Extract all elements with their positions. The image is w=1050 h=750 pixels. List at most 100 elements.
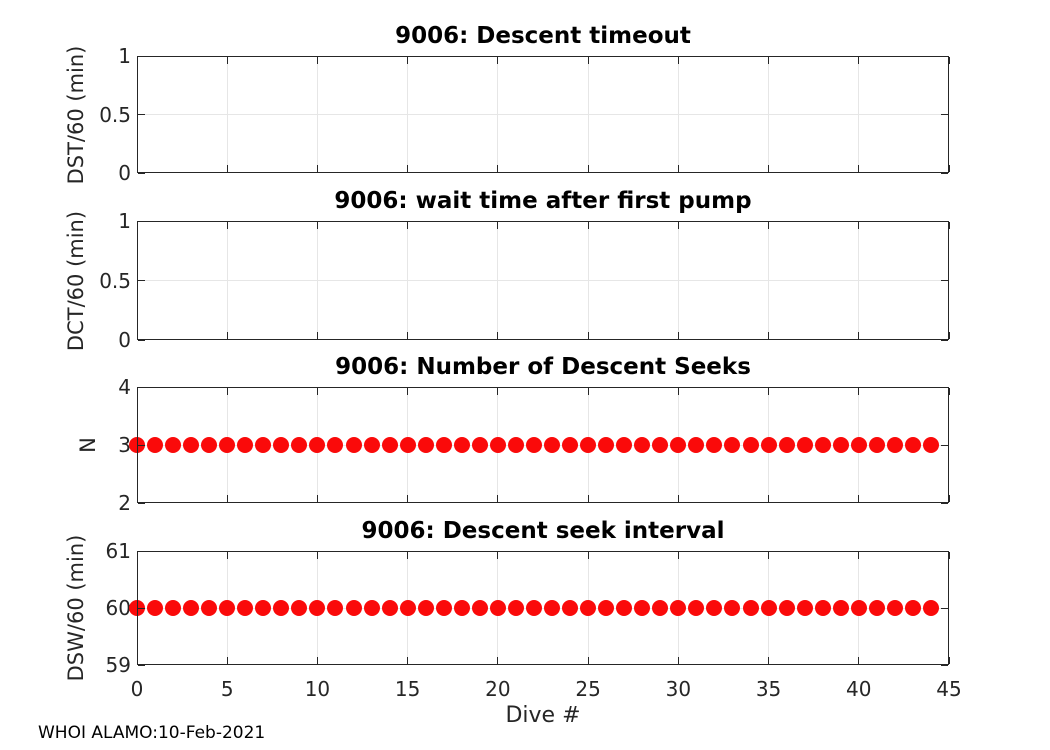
y-tick-label: 1 xyxy=(118,44,131,68)
x-tick-mark-bottom xyxy=(948,332,950,339)
x-tick-mark-top xyxy=(768,552,770,559)
y-tick-mark-left xyxy=(138,550,145,552)
y-tick-label: 0 xyxy=(118,328,131,352)
data-point xyxy=(886,437,903,453)
data-point xyxy=(598,437,615,453)
data-point xyxy=(273,600,290,616)
y-tick-mark-right xyxy=(941,607,948,609)
x-tick-mark-bottom xyxy=(768,332,770,339)
x-tick-mark-top xyxy=(497,388,499,395)
x-tick-mark-top xyxy=(677,552,679,559)
x-tick-mark-bottom xyxy=(587,165,589,172)
x-tick-mark-top xyxy=(497,222,499,229)
grid-line-horizontal xyxy=(138,444,948,446)
y-tick-label: 0 xyxy=(118,161,131,185)
axes-box xyxy=(137,221,949,340)
data-point xyxy=(652,600,669,616)
x-tick-mark-bottom xyxy=(768,165,770,172)
x-tick-mark-top xyxy=(226,552,228,559)
grid-line-horizontal xyxy=(138,114,948,115)
y-tick-mark-right xyxy=(941,444,948,446)
y-tick-label: 60 xyxy=(105,596,131,620)
data-point xyxy=(309,600,326,616)
x-tick-mark-bottom xyxy=(407,165,409,172)
x-tick-mark-top xyxy=(316,222,318,229)
y-tick-mark-left xyxy=(138,664,145,666)
x-tick-mark-top xyxy=(948,57,950,64)
data-point xyxy=(489,437,506,453)
x-tick-mark-top xyxy=(136,552,138,559)
x-tick-mark-bottom xyxy=(677,165,679,172)
x-tick-mark-bottom xyxy=(497,332,499,339)
data-point xyxy=(255,437,272,453)
x-tick-mark-top xyxy=(316,552,318,559)
data-point xyxy=(453,437,470,453)
x-tick-mark-bottom xyxy=(226,495,228,502)
x-tick-mark-top xyxy=(407,57,409,64)
y-tick-mark-left xyxy=(138,502,145,504)
data-point xyxy=(165,600,182,616)
data-point xyxy=(598,600,615,616)
data-point xyxy=(544,600,561,616)
y-tick-mark-right xyxy=(941,502,948,504)
x-tick-mark-bottom xyxy=(677,332,679,339)
y-tick-label: 2 xyxy=(118,491,131,515)
x-tick-mark-top xyxy=(858,57,860,64)
x-tick-label: 0 xyxy=(130,677,144,701)
data-point xyxy=(850,437,867,453)
x-tick-mark-top xyxy=(136,388,138,395)
x-tick-mark-bottom xyxy=(316,332,318,339)
data-point xyxy=(742,437,759,453)
y-tick-label: 0.5 xyxy=(99,102,131,127)
data-point xyxy=(850,600,867,616)
data-point xyxy=(471,437,488,453)
y-tick-mark-left xyxy=(138,444,145,446)
subplot-title-3: 9006: Number of Descent Seeks xyxy=(335,354,751,380)
data-point xyxy=(399,437,416,453)
y-tick-mark-left xyxy=(138,172,145,174)
x-tick-mark-bottom xyxy=(948,657,950,664)
x-tick-mark-bottom xyxy=(136,165,138,172)
data-point xyxy=(724,437,741,453)
x-tick-mark-top xyxy=(136,222,138,229)
data-point xyxy=(471,600,488,616)
data-point xyxy=(309,437,326,453)
x-tick-mark-top xyxy=(768,388,770,395)
x-tick-mark-bottom xyxy=(497,495,499,502)
data-point xyxy=(363,437,380,453)
y-tick-label: 3 xyxy=(118,433,131,457)
data-point xyxy=(706,600,723,616)
data-point xyxy=(345,600,362,616)
data-point xyxy=(273,437,290,453)
data-point xyxy=(165,437,182,453)
data-point xyxy=(706,437,723,453)
x-tick-mark-bottom xyxy=(768,657,770,664)
y-tick-mark-left xyxy=(138,386,145,388)
data-point xyxy=(778,600,795,616)
data-point xyxy=(688,437,705,453)
data-point xyxy=(345,437,362,453)
data-point xyxy=(201,600,218,616)
x-tick-mark-bottom xyxy=(587,332,589,339)
y-tick-mark-left xyxy=(138,339,145,341)
data-point xyxy=(219,600,236,616)
data-point xyxy=(544,437,561,453)
data-point xyxy=(832,600,849,616)
x-tick-label: 5 xyxy=(220,677,234,701)
x-tick-mark-top xyxy=(587,388,589,395)
data-point xyxy=(814,437,831,453)
data-point xyxy=(399,600,416,616)
axes-box xyxy=(137,551,949,665)
x-tick-mark-top xyxy=(677,388,679,395)
axes-box xyxy=(137,56,949,173)
x-tick-mark-bottom xyxy=(226,332,228,339)
data-point xyxy=(922,437,939,453)
y-tick-label: 0.5 xyxy=(99,268,131,293)
x-tick-mark-top xyxy=(948,222,950,229)
x-tick-label: 15 xyxy=(394,677,421,701)
data-point xyxy=(435,600,452,616)
y-tick-mark-right xyxy=(941,114,948,115)
x-tick-mark-top xyxy=(316,57,318,64)
data-point xyxy=(760,600,777,616)
